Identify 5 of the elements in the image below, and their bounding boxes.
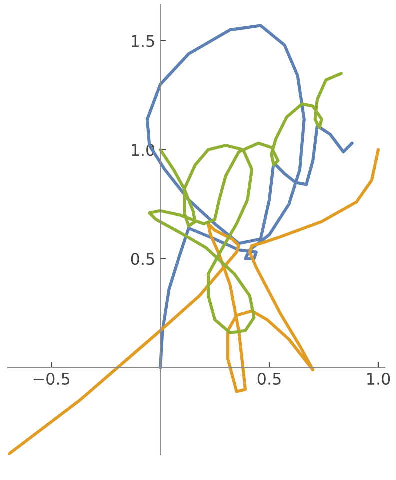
- y-tick-label: 1.5: [132, 35, 154, 48]
- x-tick-label: −0.5: [34, 372, 70, 386]
- x-tick-label: 0.5: [258, 372, 281, 386]
- x-tick-label: 1.0: [368, 372, 390, 386]
- y-tick-label: 0.5: [131, 253, 154, 266]
